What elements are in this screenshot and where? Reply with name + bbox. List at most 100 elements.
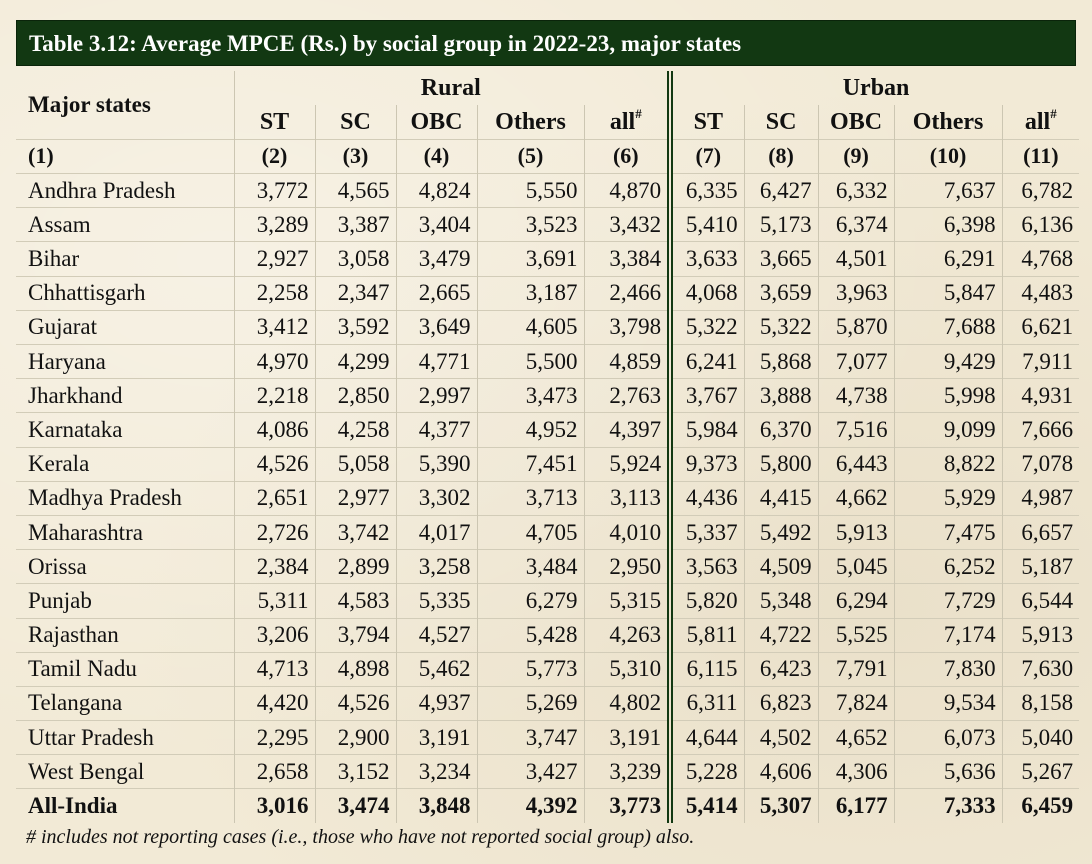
cell-value: 5,998 [893, 378, 1003, 413]
state-name: Chhattisgarh [16, 275, 234, 311]
cell-value: 3,633 [667, 241, 745, 277]
cell-value: 6,291 [893, 241, 1003, 277]
state-name: Jharkhand [16, 378, 234, 413]
footnote-marker: # [635, 105, 642, 121]
cell-value: 3,665 [743, 241, 819, 277]
cell-value: 2,763 [583, 378, 671, 413]
cell-value: 3,384 [583, 241, 671, 277]
cell-value: 3,206 [233, 617, 315, 653]
cell-value: 3,191 [583, 720, 671, 755]
cell-value: 7,451 [476, 446, 584, 482]
state-name: Orissa [16, 549, 234, 584]
state-name: Maharashtra [16, 514, 234, 550]
cell-value: 4,086 [233, 412, 315, 448]
cell-value: 3,432 [583, 207, 671, 242]
table-row: Assam 3,289 3,387 3,404 3,523 3,432 5,410 5,173… [16, 207, 1080, 242]
state-name: Haryana [16, 343, 234, 379]
cell-value: 8,822 [893, 446, 1003, 482]
table-row: Bihar 2,927 3,058 3,479 3,691 3,384 3,633 3,665… [16, 241, 1080, 277]
table-row: Gujarat 3,412 3,592 3,649 4,605 3,798 5,322 5,3… [16, 309, 1080, 345]
cell-value: 3,523 [476, 207, 584, 242]
cell-value: 5,315 [583, 583, 671, 618]
cell-value: 5,984 [667, 412, 745, 448]
cell-value: 3,484 [476, 549, 584, 584]
cell-value: 9,534 [893, 685, 1003, 721]
table-row: Jharkhand 2,218 2,850 2,997 3,473 2,763 3,767 3… [16, 378, 1080, 413]
cell-value: 6,073 [893, 720, 1003, 755]
cell-value: 2,651 [233, 480, 315, 516]
table-row: Andhra Pradesh 3,772 4,565 4,824 5,550 4,870 6… [16, 173, 1080, 208]
cell-value: 3,747 [476, 720, 584, 755]
column-header-rural-st: ST [233, 105, 315, 140]
column-header-row: ST SC OBC Others all# ST SC OBC Others all# [16, 105, 1080, 140]
cell-value: 8,158 [1001, 685, 1080, 721]
cell-value: 5,525 [817, 617, 895, 653]
state-name: Telangana [16, 685, 234, 721]
cell-value: 4,392 [476, 788, 584, 824]
cell-value: 6,398 [893, 207, 1003, 242]
state-name: West Bengal [16, 754, 234, 789]
cell-value: 6,823 [743, 685, 819, 721]
cell-value: 7,688 [893, 309, 1003, 345]
cell-value: 4,870 [583, 173, 671, 208]
state-name: Uttar Pradesh [16, 720, 234, 755]
table-row: Maharashtra 2,726 3,742 4,017 4,705 4,010 5,33… [16, 514, 1080, 550]
cell-value: 6,335 [667, 173, 745, 208]
column-header-urban-others: Others [893, 105, 1003, 140]
cell-value: 3,412 [233, 309, 315, 345]
cell-value: 5,322 [667, 309, 745, 345]
cell-value: 2,218 [233, 378, 315, 413]
cell-value: 6,374 [817, 207, 895, 242]
table-row: Telangana 4,420 4,526 4,937 5,269 4,802 6,311 6… [16, 685, 1080, 721]
cell-value: 4,068 [667, 275, 745, 311]
cell-value: 4,952 [476, 412, 584, 448]
cell-value: 5,929 [893, 480, 1003, 516]
footnote-marker: # [1050, 105, 1057, 121]
cell-value: 5,267 [1001, 754, 1080, 789]
cell-value: 4,802 [583, 685, 671, 721]
cell-value: 6,370 [743, 412, 819, 448]
mpce-table: Major states Rural Urban ST SC OBC Others al… [16, 71, 1080, 824]
cell-value: 4,526 [314, 685, 396, 721]
cell-value: 2,384 [233, 549, 315, 584]
cell-value: 3,234 [395, 754, 477, 789]
cell-value: 4,436 [667, 480, 745, 516]
cell-value: 2,977 [314, 480, 396, 516]
column-header-urban-st: ST [667, 105, 745, 140]
cell-value: 2,466 [583, 275, 671, 311]
table-row: West Bengal 2,658 3,152 3,234 3,427 3,239 5,22… [16, 754, 1080, 789]
column-header-urban-all: all# [1001, 105, 1080, 140]
row-header: Major states [28, 91, 151, 117]
cell-value: 4,397 [583, 412, 671, 448]
cell-value: 5,410 [667, 207, 745, 242]
cell-value: 4,738 [817, 378, 895, 413]
cell-value: 4,771 [395, 343, 477, 379]
cell-value: 6,252 [893, 549, 1003, 584]
cell-value: 4,931 [1001, 378, 1080, 413]
cell-value: 5,322 [743, 309, 819, 345]
cell-value: 3,659 [743, 275, 819, 311]
cell-value: 3,239 [583, 754, 671, 789]
cell-value: 5,492 [743, 514, 819, 550]
cell-value: 3,767 [667, 378, 745, 413]
cell-value: 5,058 [314, 446, 396, 482]
cell-value: 2,950 [583, 549, 671, 584]
column-number: (9) [817, 138, 895, 174]
cell-value: 2,726 [233, 514, 315, 550]
cell-value: 3,258 [395, 549, 477, 584]
cell-value: 3,191 [395, 720, 477, 755]
cell-value: 4,420 [233, 685, 315, 721]
cell-value: 3,473 [476, 378, 584, 413]
cell-value: 4,501 [817, 241, 895, 277]
cell-value: 4,010 [583, 514, 671, 550]
table-row: Haryana 4,970 4,299 4,771 5,500 4,859 6,241 5,8… [16, 343, 1080, 379]
cell-value: 5,913 [1001, 617, 1080, 653]
cell-value: 2,295 [233, 720, 315, 755]
cell-value: 5,462 [395, 651, 477, 687]
cell-value: 5,337 [667, 514, 745, 550]
cell-value: 7,637 [893, 173, 1003, 208]
cell-value: 9,099 [893, 412, 1003, 448]
state-name: Assam [16, 207, 234, 242]
cell-value: 3,563 [667, 549, 745, 584]
cell-value: 5,428 [476, 617, 584, 653]
